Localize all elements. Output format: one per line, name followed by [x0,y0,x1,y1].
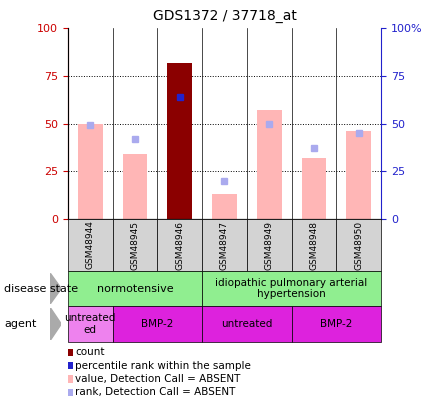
Text: BMP-2: BMP-2 [320,319,353,329]
Bar [257,110,282,219]
Text: GSM48947: GSM48947 [220,221,229,269]
Text: count: count [75,347,105,357]
Text: agent: agent [4,319,37,329]
Bar [167,63,192,219]
Text: idiopathic pulmonary arterial
hypertension: idiopathic pulmonary arterial hypertensi… [215,278,368,299]
Text: rank, Detection Call = ABSENT: rank, Detection Call = ABSENT [75,388,235,397]
Text: normotensive: normotensive [97,284,173,294]
Title: GDS1372 / 37718_at: GDS1372 / 37718_at [152,9,297,23]
Bar [212,194,237,219]
Text: GSM48946: GSM48946 [175,221,184,269]
Text: GSM48945: GSM48945 [131,221,139,269]
Text: GSM48948: GSM48948 [310,221,318,269]
Text: untreated: untreated [221,319,272,329]
Bar [123,154,147,219]
Bar [78,124,102,219]
Text: GSM48949: GSM48949 [265,221,274,269]
Bar [302,158,326,219]
Bar [346,131,371,219]
Text: value, Detection Call = ABSENT: value, Detection Call = ABSENT [75,374,240,384]
Polygon shape [50,308,61,340]
Text: GSM48950: GSM48950 [354,220,363,270]
Text: percentile rank within the sample: percentile rank within the sample [75,361,251,371]
Polygon shape [50,273,61,304]
Text: BMP-2: BMP-2 [141,319,173,329]
Text: untreated
ed: untreated ed [64,313,116,335]
Text: GSM48944: GSM48944 [86,221,95,269]
Text: disease state: disease state [4,284,78,294]
